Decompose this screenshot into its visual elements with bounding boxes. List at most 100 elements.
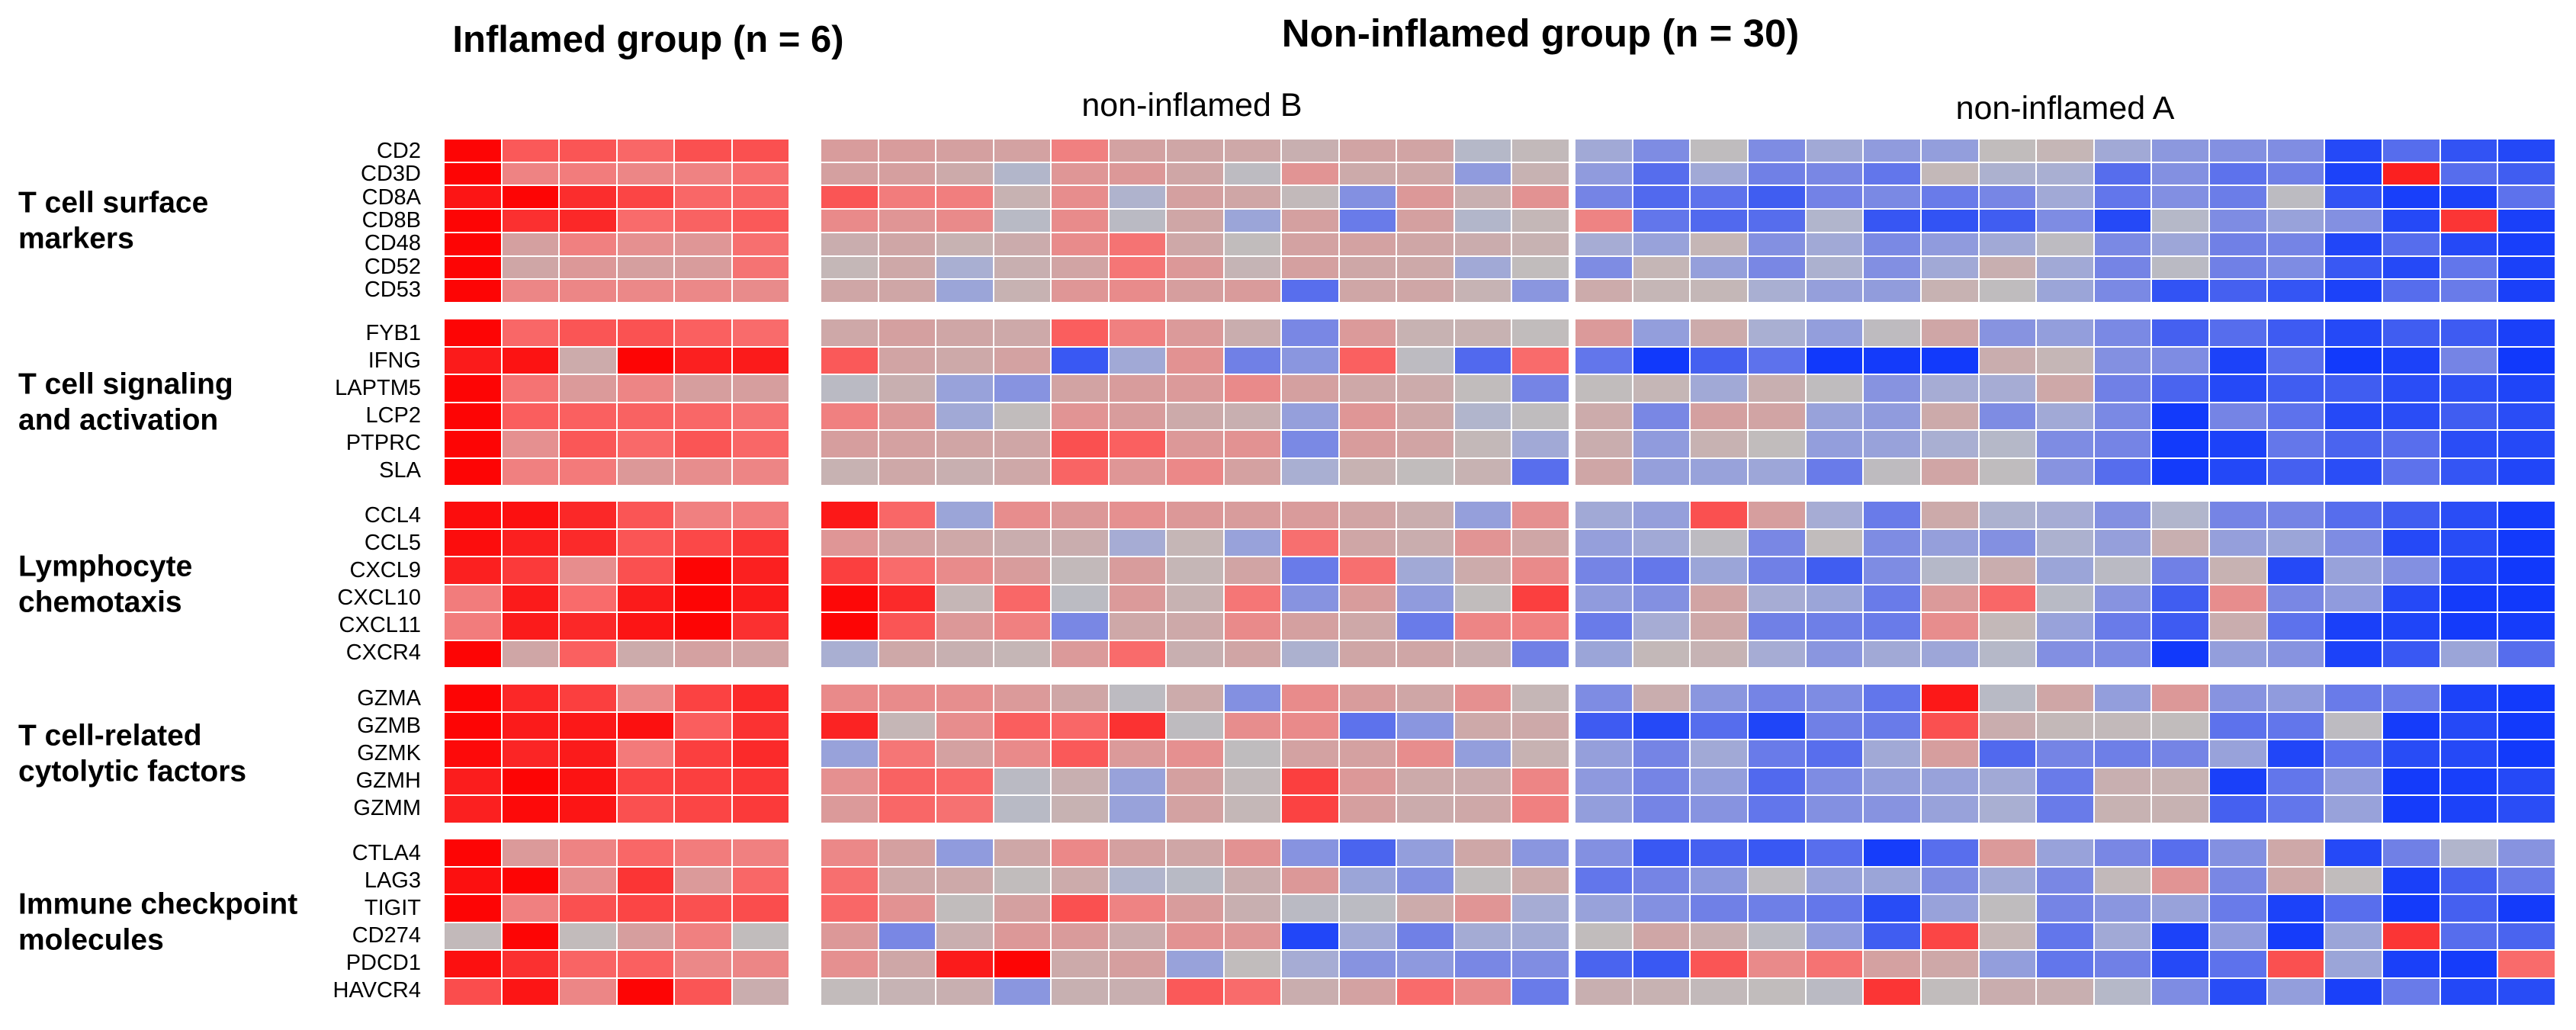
heatmap-cell bbox=[1575, 867, 1632, 894]
heatmap-cell bbox=[1167, 403, 1223, 429]
heatmap-cell bbox=[560, 431, 616, 457]
heatmap-cell bbox=[2094, 210, 2151, 232]
subgroup-a-label: non-inflamed A bbox=[1955, 90, 2175, 127]
heatmap-cell bbox=[1282, 375, 1338, 402]
heatmap-cell bbox=[617, 529, 673, 556]
heatmap-cell bbox=[1979, 431, 2036, 457]
heatmap-cell bbox=[2383, 839, 2439, 866]
heatmap-cell bbox=[1339, 347, 1396, 374]
heatmap-cell bbox=[2267, 403, 2324, 429]
heatmap-cell bbox=[1921, 740, 1978, 767]
heatmap-cell bbox=[1512, 140, 1569, 162]
heatmap-cell bbox=[1921, 796, 1978, 823]
heatmap-cell bbox=[1575, 140, 1632, 162]
heatmap-cell bbox=[2440, 557, 2497, 584]
heatmap-cell bbox=[2440, 712, 2497, 740]
heatmap-cell bbox=[1979, 867, 2036, 894]
heatmap-cell bbox=[2094, 895, 2151, 922]
heatmap-cell bbox=[1052, 740, 1108, 767]
heatmap-cell bbox=[1575, 768, 1632, 795]
heatmap-cell bbox=[1748, 923, 1805, 949]
heatmap-cell bbox=[1691, 319, 1747, 346]
heatmap-cell bbox=[2094, 140, 2151, 162]
heatmap-cell bbox=[675, 585, 731, 611]
heatmap-cell bbox=[936, 585, 993, 611]
heatmap-cell bbox=[1633, 712, 1690, 740]
gene-label: GZMB bbox=[357, 713, 421, 738]
heatmap-cell bbox=[1512, 529, 1569, 556]
heatmap-cell bbox=[617, 640, 673, 667]
heatmap-cell bbox=[502, 186, 558, 209]
heatmap-cell bbox=[445, 923, 501, 949]
heatmap-cell bbox=[821, 923, 878, 949]
heatmap-cell bbox=[1109, 210, 1166, 232]
heatmap-cell bbox=[1921, 347, 1978, 374]
heatmap-cell bbox=[1052, 458, 1108, 485]
heatmap-cell bbox=[1052, 685, 1108, 711]
heatmap-cell bbox=[878, 796, 936, 823]
gene-label: PDCD1 bbox=[345, 951, 421, 976]
heatmap-cell bbox=[2325, 140, 2382, 162]
heatmap-cell bbox=[675, 233, 731, 255]
heatmap-cell bbox=[878, 867, 936, 894]
heatmap-cell bbox=[1167, 256, 1223, 279]
heatmap-cell bbox=[2037, 978, 2093, 1005]
heatmap-cell bbox=[821, 529, 878, 556]
heatmap-cell bbox=[2267, 140, 2324, 162]
heatmap-cell bbox=[1339, 458, 1396, 485]
heatmap-cell bbox=[732, 375, 789, 402]
heatmap-cell bbox=[445, 502, 501, 528]
heatmap-cell bbox=[560, 210, 616, 232]
heatmap-cell bbox=[2267, 233, 2324, 255]
heatmap-cell bbox=[1691, 186, 1747, 209]
heatmap-cell bbox=[878, 502, 936, 528]
heatmap-block-inflamed-group3 bbox=[445, 502, 789, 667]
heatmap-cell bbox=[560, 923, 616, 949]
heatmap-cell bbox=[1633, 162, 1690, 185]
heatmap-cell bbox=[1397, 347, 1453, 374]
heatmap-cell bbox=[1979, 740, 2036, 767]
heatmap-cell bbox=[1397, 557, 1453, 584]
heatmap-cell bbox=[1575, 923, 1632, 949]
heatmap-cell bbox=[821, 162, 878, 185]
heatmap-cell bbox=[936, 978, 993, 1005]
heatmap-cell bbox=[1691, 895, 1747, 922]
heatmap-cell bbox=[1339, 740, 1396, 767]
heatmap-cell bbox=[1748, 256, 1805, 279]
heatmap-cell bbox=[1109, 951, 1166, 977]
heatmap-cell bbox=[1224, 740, 1281, 767]
heatmap-cell bbox=[1167, 502, 1223, 528]
heatmap-cell bbox=[675, 712, 731, 740]
heatmap-cell bbox=[1339, 712, 1396, 740]
heatmap-cell bbox=[1167, 585, 1223, 611]
heatmap-cell bbox=[2267, 685, 2324, 711]
heatmap-cell bbox=[1167, 280, 1223, 302]
gene-label: PTPRC bbox=[345, 431, 421, 456]
heatmap-cell bbox=[2210, 740, 2266, 767]
heatmap-cell bbox=[560, 502, 616, 528]
heatmap-cell bbox=[1575, 280, 1632, 302]
heatmap-cell bbox=[1979, 186, 2036, 209]
heatmap-cell bbox=[1109, 768, 1166, 795]
heatmap-cell bbox=[1979, 613, 2036, 640]
heatmap-cell bbox=[732, 557, 789, 584]
heatmap-cell bbox=[2440, 162, 2497, 185]
heatmap-cell bbox=[1167, 839, 1223, 866]
heatmap-cell bbox=[2210, 458, 2266, 485]
heatmap-cell bbox=[2037, 375, 2093, 402]
heatmap-cell bbox=[1167, 978, 1223, 1005]
row-group-label: T cell-related cytolytic factors bbox=[18, 718, 247, 788]
heatmap-cell bbox=[1691, 640, 1747, 667]
heatmap-block-non_inflamed_a-group2 bbox=[1575, 319, 2555, 485]
heatmap-cell bbox=[2267, 529, 2324, 556]
heatmap-cell bbox=[1512, 347, 1569, 374]
heatmap-cell bbox=[2267, 256, 2324, 279]
heatmap-cell bbox=[1109, 796, 1166, 823]
heatmap-cell bbox=[2037, 557, 2093, 584]
heatmap-cell bbox=[1224, 685, 1281, 711]
heatmap-cell bbox=[617, 403, 673, 429]
heatmap-cell bbox=[1167, 347, 1223, 374]
heatmap-cell bbox=[2498, 233, 2555, 255]
heatmap-cell bbox=[502, 256, 558, 279]
heatmap-cell bbox=[2498, 867, 2555, 894]
